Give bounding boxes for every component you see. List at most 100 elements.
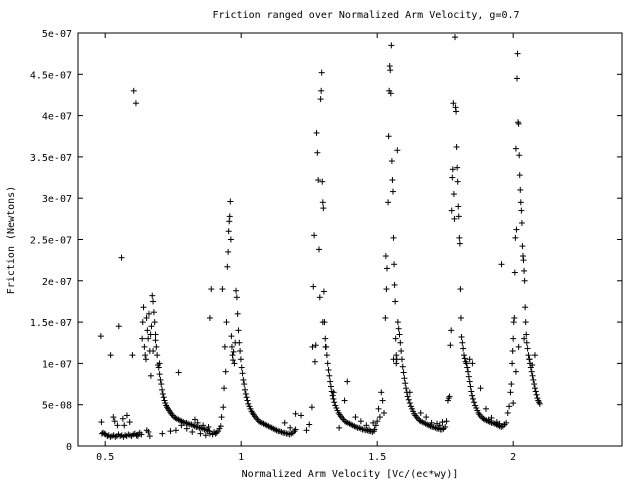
data-point xyxy=(510,400,517,407)
data-point xyxy=(303,427,310,434)
data-point xyxy=(528,368,535,375)
data-point xyxy=(322,335,329,342)
data-point xyxy=(327,383,334,390)
data-point xyxy=(240,376,247,383)
data-point xyxy=(311,358,318,365)
data-point xyxy=(331,399,338,406)
data-point xyxy=(509,360,516,367)
data-point xyxy=(330,395,337,402)
chart-title: Friction ranged over Normalized Arm Velo… xyxy=(212,10,519,21)
data-point xyxy=(239,370,246,377)
data-point xyxy=(352,414,359,421)
data-point xyxy=(336,424,343,431)
data-point xyxy=(150,348,157,355)
data-point xyxy=(238,364,245,371)
data-point xyxy=(520,257,527,264)
data-point xyxy=(436,422,443,429)
data-point xyxy=(483,405,489,412)
data-point xyxy=(509,348,516,355)
data-point xyxy=(298,412,305,419)
data-point xyxy=(145,335,152,342)
data-point xyxy=(530,376,537,383)
data-point xyxy=(202,432,209,439)
data-point xyxy=(114,422,121,429)
data-point xyxy=(383,265,390,272)
data-point xyxy=(469,395,476,402)
data-point xyxy=(315,246,322,253)
data-point xyxy=(510,335,517,342)
data-point xyxy=(287,424,294,431)
data-point xyxy=(206,314,213,321)
data-point xyxy=(451,215,458,222)
data-point xyxy=(309,343,316,350)
data-point xyxy=(156,360,163,367)
data-point xyxy=(292,410,299,417)
data-point xyxy=(393,360,400,367)
data-point xyxy=(237,348,244,355)
data-point xyxy=(318,69,325,76)
data-point xyxy=(401,375,408,382)
data-point xyxy=(503,419,510,426)
data-point xyxy=(389,177,396,184)
data-point xyxy=(391,261,398,268)
data-point xyxy=(311,232,318,239)
data-point xyxy=(121,422,128,429)
data-point xyxy=(97,333,104,340)
data-point xyxy=(471,399,478,406)
data-point xyxy=(392,298,399,305)
data-point xyxy=(317,96,324,103)
data-point xyxy=(308,404,315,411)
data-point xyxy=(143,356,149,363)
data-point xyxy=(172,427,179,434)
data-point xyxy=(234,310,241,317)
y-tick-label: 1e-07 xyxy=(42,359,72,370)
data-point xyxy=(111,418,118,425)
data-point xyxy=(306,421,313,428)
data-point xyxy=(145,310,152,317)
data-point xyxy=(394,147,401,154)
data-point xyxy=(512,234,519,241)
data-point xyxy=(533,391,540,398)
data-point xyxy=(157,376,164,383)
data-point xyxy=(423,414,430,421)
data-point xyxy=(142,352,149,359)
data-point xyxy=(150,298,157,305)
data-point xyxy=(158,381,165,388)
data-point xyxy=(139,319,146,326)
data-point xyxy=(244,397,251,404)
data-point xyxy=(323,352,330,359)
data-point xyxy=(406,389,413,396)
data-point xyxy=(442,424,449,431)
data-point xyxy=(406,400,413,407)
y-tick-label: 5e-08 xyxy=(42,401,72,412)
data-point xyxy=(394,319,401,326)
y-axis-label: Friction (Newtons) xyxy=(6,186,17,294)
data-point xyxy=(452,104,459,111)
data-point xyxy=(159,386,166,393)
data-point xyxy=(178,422,185,429)
data-point xyxy=(511,269,518,276)
y-tick-label: 3.5e-07 xyxy=(30,153,72,164)
data-point xyxy=(507,389,514,396)
data-point xyxy=(310,283,317,290)
data-point xyxy=(439,419,446,426)
data-point xyxy=(381,409,387,416)
data-point xyxy=(524,345,531,352)
x-axis: 0.5 1 1.5 2 xyxy=(96,33,516,463)
data-point xyxy=(140,304,147,311)
data-point xyxy=(516,152,523,159)
data-point xyxy=(219,286,226,293)
data-point xyxy=(398,356,405,363)
data-point xyxy=(379,397,386,404)
data-point xyxy=(372,422,379,429)
data-point xyxy=(156,371,163,378)
data-point xyxy=(227,236,234,243)
data-point xyxy=(98,419,105,426)
data-point xyxy=(223,319,230,326)
data-point xyxy=(218,414,225,421)
data-point xyxy=(396,331,403,338)
data-point xyxy=(521,335,528,342)
data-point xyxy=(151,319,158,326)
data-point xyxy=(523,331,530,338)
data-point xyxy=(522,319,529,326)
